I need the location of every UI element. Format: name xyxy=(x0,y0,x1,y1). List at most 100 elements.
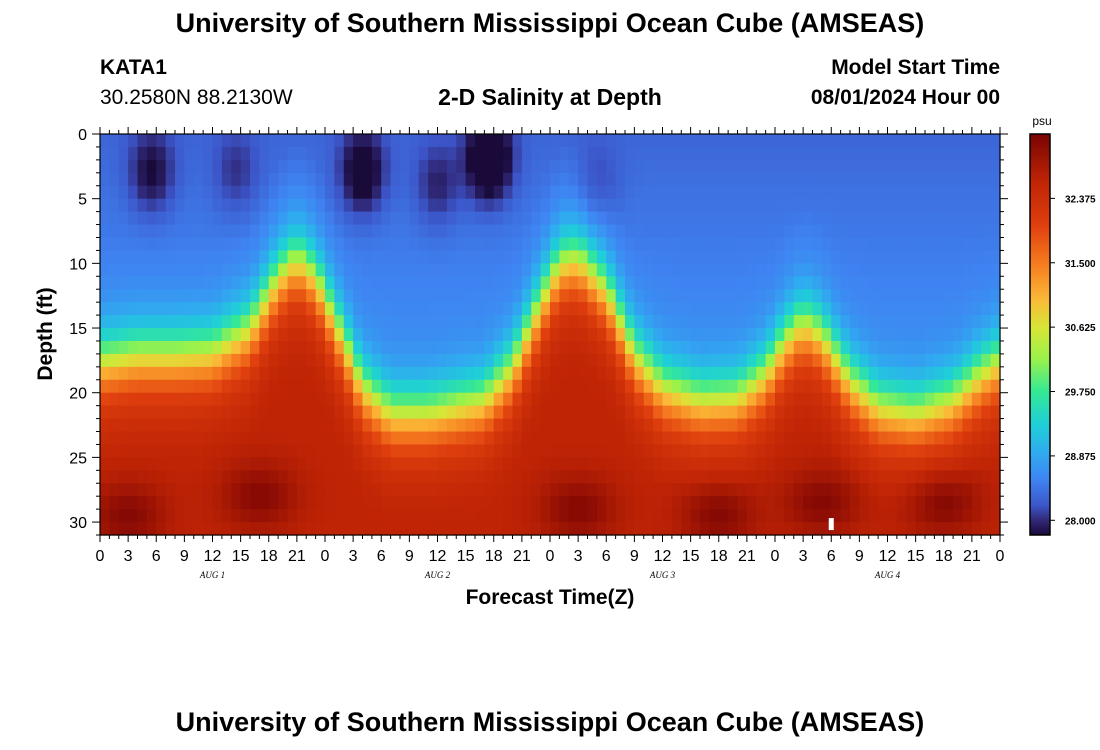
heatmap-cell xyxy=(465,340,476,355)
heatmap-cell xyxy=(296,522,307,536)
heatmap-cell xyxy=(662,405,673,420)
heatmap-cell xyxy=(315,224,326,239)
heatmap-cell xyxy=(165,159,176,174)
heatmap-cell xyxy=(390,134,401,148)
x-tick-label: 9 xyxy=(180,548,189,565)
heatmap-cell xyxy=(887,405,898,420)
heatmap-cell xyxy=(943,340,954,355)
heatmap-cell xyxy=(484,418,495,433)
heatmap-cell xyxy=(878,457,889,471)
heatmap-cell xyxy=(521,198,532,213)
heatmap-cell xyxy=(315,159,326,174)
heatmap-cell xyxy=(840,211,851,226)
model-start-value: 08/01/2024 Hour 00 xyxy=(810,86,1000,109)
heatmap-cell xyxy=(390,289,401,303)
heatmap-cell xyxy=(578,353,589,368)
heatmap-cell xyxy=(493,250,504,264)
heatmap-cell xyxy=(428,250,439,264)
heatmap-cell xyxy=(381,379,392,394)
heatmap-cell xyxy=(634,237,645,252)
heatmap-cell xyxy=(793,276,804,290)
heatmap-cell xyxy=(531,470,542,484)
heatmap-cell xyxy=(456,146,467,161)
heatmap-cell xyxy=(325,134,335,148)
heatmap-cell xyxy=(315,146,326,161)
heatmap-cell xyxy=(859,198,870,213)
heatmap-cell xyxy=(409,198,420,213)
heatmap-cell xyxy=(615,379,626,394)
heatmap-cell xyxy=(221,134,232,148)
heatmap-cell xyxy=(850,522,860,536)
heatmap-cell xyxy=(953,366,964,381)
heatmap-cell xyxy=(887,172,898,187)
heatmap-cell xyxy=(146,172,157,187)
heatmap-cell xyxy=(971,431,982,446)
heatmap-cell xyxy=(953,276,964,290)
heatmap-cell xyxy=(803,134,814,148)
heatmap-cell xyxy=(953,444,964,458)
heatmap-cell xyxy=(493,185,504,200)
heatmap-cell xyxy=(578,418,589,433)
heatmap-cell xyxy=(400,185,410,200)
heatmap-cell xyxy=(531,483,542,497)
heatmap-cell xyxy=(812,315,823,329)
heatmap-cell xyxy=(718,185,729,200)
heatmap-cell xyxy=(850,444,860,458)
heatmap-cell xyxy=(775,172,785,187)
heatmap-cell xyxy=(850,185,860,200)
heatmap-cell xyxy=(296,302,307,316)
heatmap-cell xyxy=(175,483,185,497)
heatmap-cell xyxy=(503,509,514,523)
heatmap-cell xyxy=(118,522,129,536)
heatmap-cell xyxy=(371,172,382,187)
heatmap-cell xyxy=(390,198,401,213)
heatmap-cell xyxy=(690,483,701,497)
heatmap-cell xyxy=(268,198,279,213)
heatmap-cell xyxy=(803,146,814,161)
heatmap-cell xyxy=(981,353,992,368)
heatmap-cell xyxy=(240,379,251,394)
heatmap-cell xyxy=(465,392,476,407)
heatmap-cell xyxy=(240,289,251,303)
heatmap-cell xyxy=(803,509,814,523)
heatmap-cell xyxy=(953,392,964,407)
heatmap-cell xyxy=(990,302,1001,316)
y-tick-label: 30 xyxy=(69,515,87,532)
colorbar-tick-label: 29.750 xyxy=(1065,388,1096,399)
heatmap-cell xyxy=(315,392,326,407)
heatmap-cell xyxy=(203,263,214,277)
heatmap-cell xyxy=(934,431,945,446)
heatmap-cell xyxy=(503,496,514,510)
heatmap-cell xyxy=(896,224,907,239)
heatmap-cell xyxy=(109,237,120,252)
heatmap-cell xyxy=(775,185,785,200)
heatmap-cell xyxy=(118,496,129,510)
heatmap-cell xyxy=(334,224,345,239)
heatmap-cell xyxy=(400,172,410,187)
heatmap-cell xyxy=(643,366,654,381)
heatmap-cell xyxy=(428,185,439,200)
heatmap-cell xyxy=(437,276,448,290)
heatmap-cell xyxy=(990,211,1001,226)
heatmap-cell xyxy=(446,185,457,200)
heatmap-cell xyxy=(531,457,542,471)
heatmap-cell xyxy=(137,444,148,458)
heatmap-cell xyxy=(193,483,204,497)
heatmap-cell xyxy=(756,418,767,433)
heatmap-cell xyxy=(212,198,223,213)
date-label: AUG 2 xyxy=(424,570,451,580)
heatmap-cell xyxy=(718,276,729,290)
heatmap-cell xyxy=(484,353,495,368)
heatmap-cells xyxy=(100,134,1001,536)
heatmap-cell xyxy=(934,211,945,226)
heatmap-cell xyxy=(100,159,110,174)
heatmap-cell xyxy=(578,340,589,355)
heatmap-cell xyxy=(850,159,860,174)
heatmap-cell xyxy=(118,134,129,148)
heatmap-cell xyxy=(343,405,354,420)
heatmap-cell xyxy=(728,392,739,407)
heatmap-cell xyxy=(821,353,832,368)
heatmap-cell xyxy=(803,457,814,471)
heatmap-cell xyxy=(128,185,139,200)
heatmap-cell xyxy=(456,444,467,458)
